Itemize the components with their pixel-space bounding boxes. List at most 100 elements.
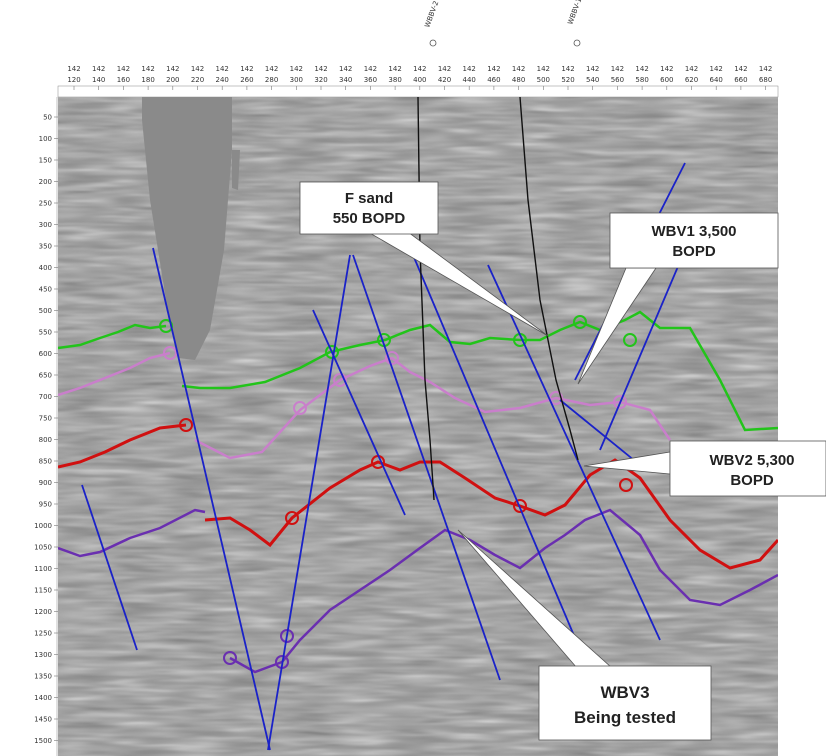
depth-tick-label: 400 — [39, 264, 52, 272]
depth-axis: 50 100 150 200 250 300 350 400 450 500 550 600 650 70… — [34, 97, 58, 756]
callout-line2: BOPD — [672, 243, 716, 260]
inline-tick-top: 142 — [265, 65, 278, 73]
depth-tick-label: 1300 — [34, 651, 52, 659]
inline-tick-top: 142 — [660, 65, 673, 73]
callout-line1: WBV3 — [600, 683, 649, 702]
inline-tick-bottom: 540 — [586, 76, 599, 84]
inline-tick-bottom: 380 — [388, 76, 401, 84]
inline-tick-bottom: 300 — [290, 76, 303, 84]
depth-tick-label: 350 — [39, 243, 52, 251]
depth-tick-label: 1450 — [34, 716, 52, 724]
inline-tick-top: 142 — [92, 65, 105, 73]
inline-tick-top: 142 — [586, 65, 599, 73]
inline-tick-bottom: 460 — [487, 76, 500, 84]
callout-line2: Being tested — [574, 708, 676, 727]
well-label: WBBV-2 — [423, 0, 440, 29]
depth-tick-label: 1100 — [34, 565, 52, 573]
depth-tick-label: 750 — [39, 415, 52, 423]
callout-line1: WBV1 3,500 — [651, 223, 736, 240]
callout-line2: 550 BOPD — [333, 210, 406, 227]
horizon-pick-circle — [285, 511, 299, 525]
inline-tick-bottom: 280 — [265, 76, 278, 84]
inline-tick-top: 142 — [67, 65, 80, 73]
depth-tick-label: 150 — [39, 157, 52, 165]
callout-box — [669, 440, 826, 497]
horizon-pick-circle — [385, 351, 399, 365]
well-symbol — [573, 39, 581, 47]
callout-line1: F sand — [345, 190, 393, 207]
inline-tick-bottom: 680 — [759, 76, 772, 84]
callout-box — [538, 665, 712, 741]
depth-tick-label: 850 — [39, 458, 52, 466]
inline-tick-top: 142 — [413, 65, 426, 73]
fault-line — [312, 309, 406, 516]
fault-line — [412, 254, 579, 646]
inline-tick-bottom: 240 — [216, 76, 229, 84]
depth-tick-label: 300 — [39, 221, 52, 229]
no-data-area — [142, 97, 232, 360]
inline-tick-top: 142 — [117, 65, 130, 73]
inline-tick-bottom: 180 — [141, 76, 154, 84]
horizon-pick-circle — [573, 315, 587, 329]
inline-tick-bottom: 480 — [512, 76, 525, 84]
depth-tick-label: 50 — [43, 114, 52, 122]
inline-tick-bottom: 420 — [438, 76, 451, 84]
fault-line — [152, 247, 271, 751]
depth-tick-label: 250 — [39, 200, 52, 208]
inline-tick-bottom: 520 — [561, 76, 574, 84]
horizon-pick-circle — [619, 478, 633, 492]
no-data-notch — [232, 150, 240, 190]
inline-tick-top: 142 — [759, 65, 772, 73]
depth-tick-label: 950 — [39, 501, 52, 509]
inline-tick-top: 142 — [388, 65, 401, 73]
fault-line — [81, 484, 138, 651]
callout-fsand: F sand 550 BOPD — [299, 181, 549, 337]
inline-tick-top: 142 — [240, 65, 253, 73]
depth-tick-label: 1150 — [34, 587, 52, 595]
inline-tick-bottom: 360 — [364, 76, 377, 84]
inline-tick-top: 142 — [734, 65, 747, 73]
well-headers: WBBV-2 WBBV-1A — [423, 0, 585, 47]
inline-tick-bottom: 220 — [191, 76, 204, 84]
axis-bar — [57, 85, 779, 98]
inline-tick-top: 142 — [561, 65, 574, 73]
depth-tick-label: 1250 — [34, 630, 52, 638]
fault-line — [267, 254, 351, 751]
inline-tick-bottom: 320 — [314, 76, 327, 84]
depth-tick-label: 700 — [39, 393, 52, 401]
inline-tick-top: 142 — [487, 65, 500, 73]
horizon-pick-circle — [513, 499, 527, 513]
depth-tick-label: 1000 — [34, 522, 52, 530]
inline-tick-bottom: 640 — [710, 76, 723, 84]
callout-wbv3: WBV3 Being tested — [457, 529, 712, 741]
inline-tick-top: 142 — [191, 65, 204, 73]
inline-tick-top: 142 — [290, 65, 303, 73]
callout-line2: BOPD — [730, 472, 774, 489]
horizon-pink — [58, 351, 672, 460]
inline-axis: 142 120 142 140 142 160 142 180 142 200 142 220 142 2… — [57, 65, 779, 98]
horizon-pick-circle — [179, 418, 193, 432]
callout-box — [609, 212, 779, 269]
inline-tick-bottom: 620 — [685, 76, 698, 84]
inline-tick-top: 142 — [314, 65, 327, 73]
inline-tick-bottom: 160 — [117, 76, 130, 84]
horizon-pick-circle — [613, 395, 627, 409]
depth-tick-label: 450 — [39, 286, 52, 294]
depth-tick-label: 200 — [39, 178, 52, 186]
horizon-pick-circle — [223, 651, 237, 665]
well-header-wbbv1a: WBBV-1A — [566, 0, 585, 47]
horizon-pick-circle — [333, 373, 347, 387]
inline-tick-top: 142 — [364, 65, 377, 73]
depth-tick-label: 650 — [39, 372, 52, 380]
inline-tick-top: 142 — [339, 65, 352, 73]
horizon-pick-circle — [293, 401, 307, 415]
inline-tick-bottom: 440 — [463, 76, 476, 84]
well-label: WBBV-1A — [566, 0, 585, 26]
well-path-wbbv1a — [519, 97, 579, 461]
well-symbol — [429, 39, 437, 47]
fault-line — [559, 399, 641, 466]
inline-tick-bottom: 400 — [413, 76, 426, 84]
inline-tick-bottom: 120 — [67, 76, 80, 84]
inline-tick-top: 142 — [710, 65, 723, 73]
